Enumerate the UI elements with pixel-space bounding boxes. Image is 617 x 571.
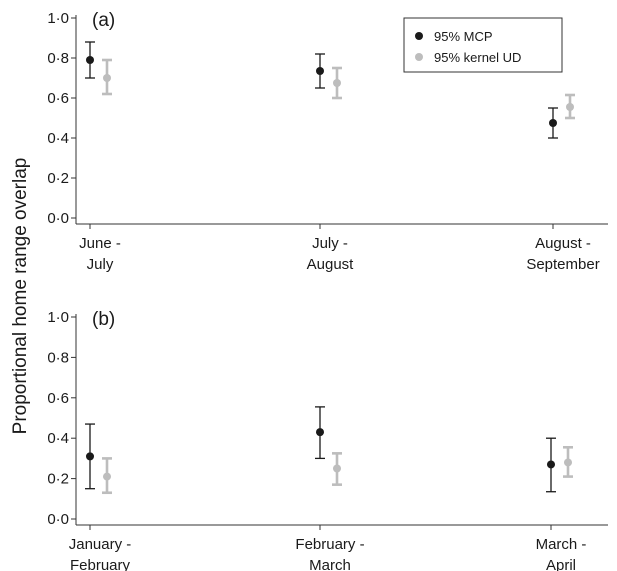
kernel-point <box>333 464 341 473</box>
y-tick-label: 0·2 <box>47 170 69 187</box>
y-tick-label: 0·6 <box>47 90 69 107</box>
x-tick-label: April <box>546 557 576 571</box>
mcp-point <box>86 452 94 461</box>
x-tick-label: February <box>70 557 131 571</box>
panel-b: 0·0 0·2 0·4 0·6 0·8 1·0 January - February Febru… <box>47 309 608 571</box>
y-tick-label: 0·8 <box>47 50 69 67</box>
y-tick-label: 0·0 <box>47 511 69 528</box>
x-tick-label: July - <box>312 235 348 252</box>
mcp-point <box>549 119 557 127</box>
y-tick-label: 1·0 <box>47 309 69 326</box>
x-tick-label: June - <box>79 235 121 252</box>
y-tick-label: 0·4 <box>47 430 69 447</box>
x-tick-label: February - <box>295 536 364 553</box>
y-tick-label: 0·2 <box>47 471 69 488</box>
mcp-point <box>316 428 324 437</box>
legend-box <box>403 17 563 73</box>
kernel-point <box>333 79 341 87</box>
legend-marker <box>415 53 423 61</box>
x-tick-label: July <box>87 256 114 273</box>
panel-label: (b) <box>92 309 115 330</box>
mcp-point <box>86 56 94 64</box>
x-tick-label: January - <box>69 536 132 553</box>
x-tick-label: August - <box>535 235 591 252</box>
kernel-point <box>103 472 111 481</box>
kernel-point <box>103 74 111 82</box>
x-tick-label: September <box>526 256 599 273</box>
panel-label: (a) <box>92 10 115 31</box>
y-tick-label: 0·4 <box>47 130 69 147</box>
panel-a: 0·0 0·2 0·4 0·6 0·8 1·0 June - July July - August… <box>47 10 608 273</box>
mcp-point <box>547 460 555 469</box>
kernel-point <box>564 458 572 467</box>
y-tick-label: 0·8 <box>47 349 69 366</box>
y-tick-label: 0·6 <box>47 390 69 407</box>
legend-entry-label: 95% MCP <box>434 29 493 44</box>
y-tick-label: 0·0 <box>47 210 69 227</box>
x-tick-label: August <box>307 256 355 273</box>
mcp-point <box>316 67 324 75</box>
y-tick-label: 1·0 <box>47 10 69 27</box>
y-axis-label: Proportional home range overlap <box>10 158 31 435</box>
kernel-point <box>566 103 574 111</box>
legend: 95% MCP 95% kernel UD <box>403 17 563 73</box>
legend-entry-label: 95% kernel UD <box>434 50 521 65</box>
legend-marker <box>415 32 423 40</box>
x-tick-label: March - <box>536 536 587 553</box>
x-tick-label: March <box>309 557 351 571</box>
